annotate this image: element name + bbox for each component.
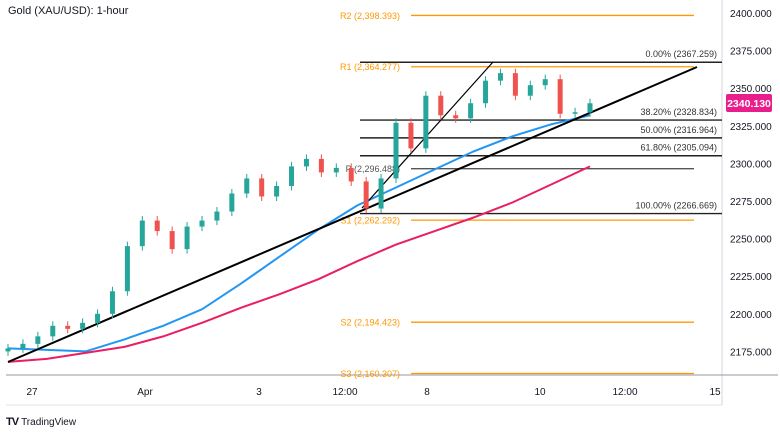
candle-body xyxy=(393,122,399,179)
candle-body xyxy=(423,95,429,149)
candle-body xyxy=(527,85,533,96)
y-tick-label: 2325.000 xyxy=(730,122,772,133)
candle-body xyxy=(184,226,190,250)
candle-body xyxy=(244,178,250,194)
x-tick-label: Apr xyxy=(137,387,153,398)
y-tick-label: 2375.000 xyxy=(730,47,772,58)
chart-title: Gold (XAU/USD): 1-hour xyxy=(8,5,129,17)
trendline xyxy=(7,66,698,363)
candle-body xyxy=(5,348,11,352)
x-tick-label: 12:00 xyxy=(612,387,637,398)
candle-body xyxy=(303,158,309,167)
candle-body xyxy=(438,95,444,116)
candle-body xyxy=(318,158,324,173)
y-tick-label: 2175.000 xyxy=(730,347,772,358)
candle-body xyxy=(497,73,503,81)
candle-body xyxy=(124,246,130,292)
pivot-label: S1 (2,262.292) xyxy=(340,216,400,226)
y-tick-label: 2275.000 xyxy=(730,197,772,208)
pivot-label: S3 (2,160.307) xyxy=(340,369,400,379)
candle-body xyxy=(557,79,563,114)
candle-body xyxy=(333,167,339,173)
y-tick-label: 2200.000 xyxy=(730,310,772,321)
candle-body xyxy=(274,185,280,197)
y-tick-label: 2400.000 xyxy=(730,9,772,20)
x-tick-label: 3 xyxy=(256,387,262,398)
candle-body xyxy=(169,231,175,250)
candle-body xyxy=(259,178,265,197)
brand-label: TradingView xyxy=(21,416,77,428)
candle-body xyxy=(572,112,578,114)
tradingview-logo: TV TradingView xyxy=(6,416,76,428)
candle-body xyxy=(20,343,26,349)
pivot-label: P (2,296.488) xyxy=(346,164,400,174)
x-tick-label: 27 xyxy=(26,387,38,398)
pivot-label: R2 (2,398.393) xyxy=(340,11,400,21)
candle-body xyxy=(512,73,518,96)
candle-body xyxy=(378,178,384,209)
candle-body xyxy=(95,313,101,323)
pivot-label: S2 (2,194.423) xyxy=(340,318,400,328)
fib-level-label: 61.80% (2305.094) xyxy=(640,143,717,153)
candle-body xyxy=(35,336,41,344)
candle-body xyxy=(109,291,115,314)
candle-body xyxy=(453,115,459,119)
candle-body xyxy=(154,220,160,232)
candle-body xyxy=(483,80,489,104)
price-tag xyxy=(726,94,772,113)
y-tick-label: 2300.000 xyxy=(730,159,772,170)
y-tick-label: 2350.000 xyxy=(730,84,772,95)
candle-body xyxy=(587,103,593,113)
x-tick-label: 10 xyxy=(534,387,546,398)
price-tag-label: 2340.130 xyxy=(727,98,771,110)
x-tick-label: 8 xyxy=(424,387,430,398)
candle-body xyxy=(348,167,354,182)
fib-level-label: 0.00% (2367.259) xyxy=(645,49,717,59)
fib-level-label: 38.20% (2328.834) xyxy=(640,107,717,117)
candle-body xyxy=(139,220,145,247)
candle-body xyxy=(408,122,414,149)
fib-level-label: 50.00% (2316.964) xyxy=(640,125,717,135)
candle-body xyxy=(289,166,295,186)
fib-level-label: 100.00% (2266.669) xyxy=(635,201,717,211)
candle-body xyxy=(229,193,235,212)
candle-body xyxy=(50,325,56,337)
y-tick-label: 2250.000 xyxy=(730,235,772,246)
candle-body xyxy=(214,211,220,221)
candle-body xyxy=(542,79,548,86)
candle-body xyxy=(65,325,71,329)
candle-body xyxy=(363,181,369,209)
candle-body xyxy=(80,322,86,329)
y-tick-label: 2225.000 xyxy=(730,272,772,283)
x-tick-label: 15 xyxy=(709,387,721,398)
x-tick-label: 12:00 xyxy=(332,387,357,398)
candle-body xyxy=(199,220,205,227)
pivot-label: R1 (2,364.277) xyxy=(340,62,400,72)
candle-body xyxy=(468,103,474,119)
tradingview-icon: TV xyxy=(6,416,19,428)
moving-average-blue xyxy=(7,114,591,353)
moving-average-pink xyxy=(7,165,591,363)
